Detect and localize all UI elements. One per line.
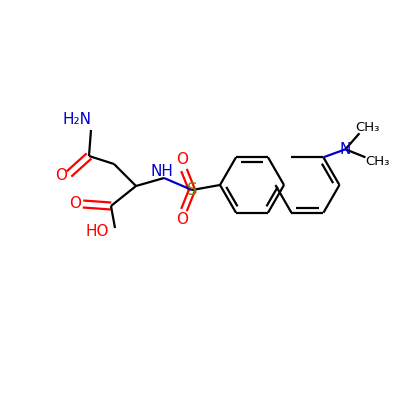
Text: CH₃: CH₃ [365, 155, 390, 168]
Text: CH₃: CH₃ [355, 121, 380, 134]
Text: HO: HO [85, 224, 109, 240]
Text: H₂N: H₂N [62, 112, 92, 128]
Text: S: S [187, 181, 197, 199]
Text: NH: NH [150, 164, 174, 180]
Text: O: O [55, 168, 67, 184]
Text: N: N [340, 142, 351, 157]
Text: O: O [69, 196, 81, 212]
Text: O: O [176, 212, 188, 228]
Text: O: O [176, 152, 188, 168]
